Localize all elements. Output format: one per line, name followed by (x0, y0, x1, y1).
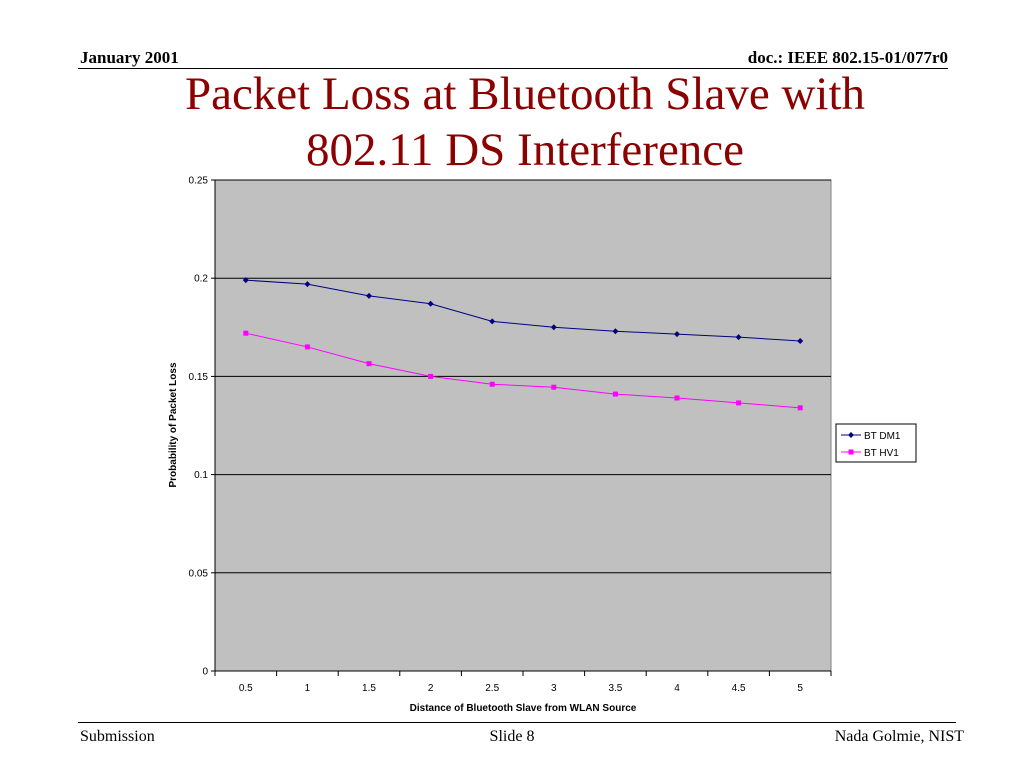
data-point-dm1 (242, 277, 249, 284)
x-tick-label: 3.5 (608, 683, 622, 694)
data-point-dm1 (489, 318, 496, 325)
y-tick-label: 0 (202, 667, 208, 678)
y-tick-label: 0.15 (189, 372, 209, 383)
footer-divider (78, 722, 956, 723)
series-line-hv1 (245, 332, 801, 409)
plot-area (214, 179, 832, 672)
series-layer (242, 277, 804, 411)
y-tick-label: 0.05 (189, 568, 209, 579)
data-point-dm1 (612, 328, 619, 335)
gridlines (215, 179, 831, 574)
slide-title-line-1: Packet Loss at Bluetooth Slave with (184, 68, 866, 120)
data-point-hv1 (243, 330, 249, 336)
footer-submission: Submission (80, 728, 155, 745)
legend-box (835, 423, 917, 463)
data-point-dm1 (797, 338, 804, 345)
data-point-hv1 (674, 395, 680, 401)
y-tick-label: 0.1 (194, 470, 208, 481)
data-point-hv1 (551, 384, 557, 390)
data-point-hv1 (366, 361, 372, 367)
axes: 0 0.05 0.1 0.15 0.2 0.25 0.5 1 1.5 2 2.5 3 3.5 4 4.5 5 (189, 176, 832, 694)
data-point-hv1 (428, 373, 434, 379)
x-tick-label: 0.5 (239, 683, 253, 694)
data-point-dm1 (674, 331, 680, 338)
data-point-hv1 (489, 381, 495, 387)
header-doc-id: doc.: IEEE 802.15-01/077r0 (747, 48, 948, 67)
header-divider (78, 68, 948, 69)
footer-author: Nada Golmie, NIST (834, 728, 964, 745)
data-point-dm1 (550, 324, 557, 331)
legend-marker-dm1 (848, 432, 854, 438)
legend-label-dm1: BT DM1 (864, 431, 901, 442)
series-line-dm1 (245, 279, 801, 342)
y-tick-label: 0.2 (194, 274, 208, 285)
data-point-dm1 (735, 334, 742, 341)
data-point-hv1 (797, 405, 803, 411)
x-tick-label: 4.5 (732, 683, 746, 694)
data-point-dm1 (304, 281, 311, 288)
data-point-hv1 (304, 344, 310, 350)
x-tick-label: 4 (674, 683, 680, 694)
data-point-dm1 (366, 292, 372, 299)
x-tick-label: 2 (428, 683, 434, 694)
x-tick-label: 5 (797, 683, 803, 694)
header-date: January 2001 (80, 48, 179, 67)
y-tick-label: 0.25 (189, 176, 209, 187)
data-point-hv1 (612, 391, 618, 397)
slide-title-line-2: 802.11 DS Interference (305, 124, 745, 176)
legend: BT DM1 BT HV1 (835, 423, 917, 463)
x-tick-label: 3 (551, 683, 557, 694)
x-tick-label: 2.5 (485, 683, 499, 694)
footer-slide-number: Slide 8 (489, 728, 535, 745)
x-tick-label: 1 (305, 683, 311, 694)
x-tick-label: 1.5 (362, 683, 376, 694)
data-point-dm1 (427, 300, 434, 307)
slide-title: Packet Loss at Bluetooth Slave with 802.… (60, 66, 990, 178)
legend-label-hv1: BT HV1 (864, 448, 899, 459)
data-point-hv1 (736, 400, 742, 406)
x-axis-title: Distance of Bluetooth Slave from WLAN So… (410, 703, 637, 714)
y-axis-title: Probability of Packet Loss (168, 362, 179, 487)
legend-marker-hv1 (848, 449, 854, 455)
